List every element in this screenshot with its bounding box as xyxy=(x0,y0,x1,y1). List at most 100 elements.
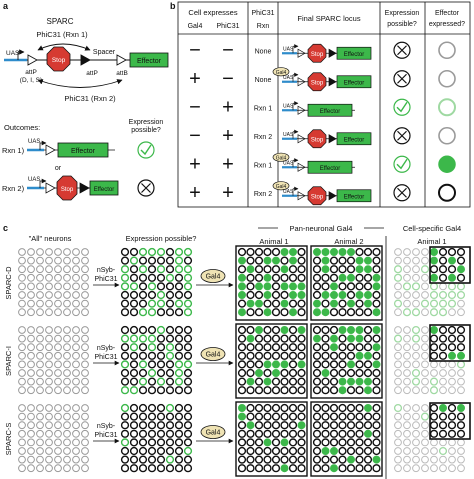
neuron xyxy=(81,256,89,265)
neuron xyxy=(297,299,306,308)
neuron xyxy=(156,386,166,395)
neuron xyxy=(439,369,447,377)
neuron xyxy=(363,273,373,282)
neuron xyxy=(355,360,364,369)
neuron xyxy=(254,265,264,274)
rxn-value: Rxn 2 xyxy=(254,191,272,198)
neuron xyxy=(288,403,298,413)
stop-label: Stop xyxy=(311,52,324,58)
neuron xyxy=(63,455,71,464)
neuron xyxy=(355,334,364,343)
neuron xyxy=(156,282,166,291)
stop-label: Stop xyxy=(311,80,324,86)
attb-site xyxy=(116,54,127,66)
effector-label: Effector xyxy=(320,166,341,172)
neuron xyxy=(280,308,289,317)
neuron xyxy=(263,273,272,282)
neuron xyxy=(165,325,175,335)
neuron xyxy=(238,291,247,300)
neuron xyxy=(81,369,89,377)
neuron xyxy=(45,464,53,473)
neuron xyxy=(120,464,130,473)
animal-box xyxy=(235,245,308,321)
neuron xyxy=(183,351,193,360)
neuron xyxy=(338,273,347,282)
neuron xyxy=(421,438,429,447)
neuron xyxy=(120,455,130,464)
neuron xyxy=(237,325,247,335)
neuron xyxy=(120,290,130,300)
neuron xyxy=(312,290,322,300)
neuron xyxy=(174,351,184,360)
neuron xyxy=(457,369,465,377)
neuron xyxy=(412,256,420,265)
pan-neuronal-grid xyxy=(312,403,381,473)
neuron xyxy=(147,273,157,282)
neuron xyxy=(255,299,264,308)
neuron xyxy=(81,412,89,421)
neuron xyxy=(120,446,130,456)
neuron xyxy=(363,334,373,343)
neuron xyxy=(355,446,364,456)
table-row: − + Rxn 2 UAS Stop Effector xyxy=(189,125,456,149)
neuron xyxy=(329,351,339,360)
effector-label: Effector xyxy=(320,109,341,115)
neuron xyxy=(456,290,466,300)
neuron xyxy=(45,360,53,369)
neuron xyxy=(271,308,281,317)
neuron xyxy=(288,377,298,386)
neuron xyxy=(165,247,175,257)
neuron xyxy=(27,412,35,421)
neuron xyxy=(430,455,438,464)
neuron xyxy=(18,438,26,447)
neuron xyxy=(338,412,347,421)
neuron xyxy=(156,273,166,282)
neuron xyxy=(237,386,247,395)
neuron xyxy=(364,404,373,413)
neuron xyxy=(329,368,339,378)
neuron xyxy=(363,368,373,378)
neuron xyxy=(438,334,448,343)
neuron xyxy=(412,386,420,395)
neuron xyxy=(156,368,166,378)
driver-label: PhiC31 xyxy=(95,276,118,283)
neuron xyxy=(412,265,420,274)
neuron xyxy=(430,256,439,265)
all-neurons-grid xyxy=(18,248,89,317)
neuron xyxy=(372,421,381,430)
neuron xyxy=(165,256,175,265)
neuron xyxy=(456,360,466,369)
neuron xyxy=(412,291,420,299)
header-cell-expresses: Cell expresses xyxy=(188,8,237,17)
neuron xyxy=(72,351,80,360)
neuron xyxy=(393,334,403,343)
neuron xyxy=(297,360,306,369)
neuron xyxy=(394,282,402,291)
neuron xyxy=(183,377,193,386)
neuron xyxy=(36,369,44,377)
neuron xyxy=(312,282,322,291)
phic31-sign: + xyxy=(222,125,234,147)
attp-variants-label: (D, I, S) xyxy=(20,77,42,84)
panel-a: a SPARC PhiC31 (Rxn 1) UAS Stop Spacer E… xyxy=(2,1,169,201)
neuron xyxy=(138,360,148,369)
neuron xyxy=(280,290,289,300)
neuron xyxy=(183,256,193,265)
neuron xyxy=(165,334,175,343)
neuron xyxy=(18,421,26,430)
neuron xyxy=(147,368,157,378)
neuron xyxy=(165,429,175,438)
neuron xyxy=(246,308,255,317)
neuron xyxy=(448,447,456,455)
neuron xyxy=(312,256,322,265)
neuron xyxy=(411,368,421,378)
driver-label: nSyb- xyxy=(97,345,116,352)
neuron xyxy=(129,429,139,438)
pan-neuronal-grid xyxy=(237,247,306,317)
neuron xyxy=(183,247,193,257)
neuron xyxy=(254,256,264,265)
neuron xyxy=(18,369,26,377)
neuron xyxy=(321,421,330,430)
neuron xyxy=(456,247,466,257)
neuron xyxy=(456,325,466,335)
